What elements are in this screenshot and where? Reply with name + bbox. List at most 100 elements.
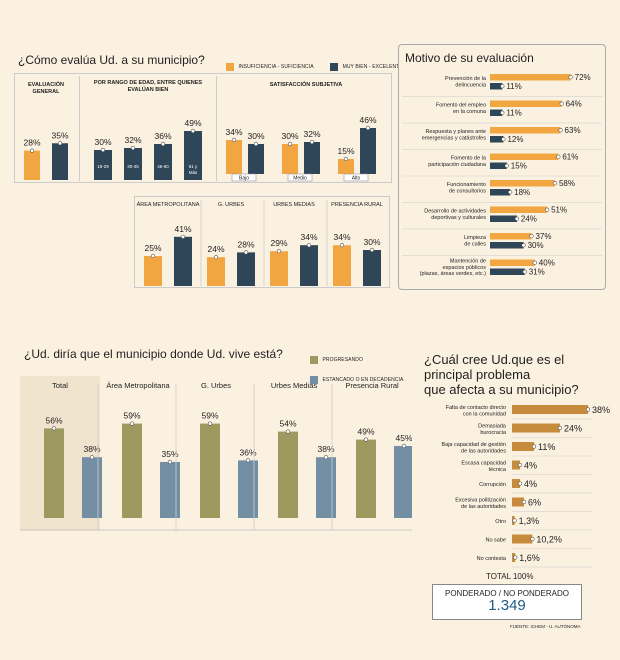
motivo-marker: [529, 234, 534, 239]
prob-val: 4%: [524, 479, 537, 489]
prob-marker: [530, 536, 535, 542]
general-muy-marker: [57, 141, 63, 146]
panel-title-text: EVALUACIÓN GENERAL: [28, 82, 64, 95]
motivo-bar-insuf: [490, 100, 562, 107]
mun-prog-1-label: 59%: [123, 411, 140, 421]
motivo-marker: [501, 137, 506, 142]
prob-label: Baja capacidad de gestión: [441, 442, 506, 448]
zona-insuf-1-marker: [213, 255, 219, 260]
mun-prog-2-bar: [200, 423, 220, 518]
prob-val: 24%: [564, 424, 582, 434]
motivo-bar-muy: [490, 136, 504, 143]
mun-estanc-4-marker: [401, 443, 407, 449]
mun-category: G. Urbes: [201, 381, 231, 390]
zone-title: PRESENCIA RURAL: [331, 202, 383, 208]
prob-marker: [512, 518, 517, 523]
motivo-label: de consultorios: [449, 188, 486, 194]
motivo-val-muy: 18%: [514, 188, 530, 197]
motivo-bar-muy: [490, 215, 517, 222]
satisf-muy-1-marker: [309, 139, 315, 145]
prob-label: técnica: [489, 467, 507, 473]
mun-estanc-3-marker: [323, 455, 329, 460]
motivo-bar-muy: [490, 268, 525, 275]
zona-muy-0-bar: [174, 236, 192, 286]
zone-title: ÁREA METROPOLITANA: [137, 201, 200, 208]
satisf-muy-2-marker: [365, 125, 371, 131]
divider: [216, 76, 217, 181]
edad-1-label: 32%: [124, 135, 141, 145]
motivo-label: deportivas y culturales: [431, 215, 486, 221]
motivo-val-insuf: 37%: [535, 232, 551, 241]
chart-satisf: 34% 30% Bajo 30% 32% Medio 15% 46% Alto: [225, 115, 376, 182]
zona-muy-2-label: 34%: [300, 232, 317, 242]
prob-bar: [512, 423, 560, 433]
legend-label-estanc: ESTANCADO O EN DECADENCIA: [322, 376, 404, 383]
panel-title-general: EVALUACIÓN GENERAL: [18, 82, 74, 96]
prob-marker: [557, 425, 563, 431]
mun-prog-1-marker: [129, 421, 135, 426]
zona-muy-1-marker: [243, 250, 249, 255]
edad-3-bar: [184, 131, 202, 180]
general-insuf-label: 28%: [23, 138, 40, 148]
motivo-marker: [556, 154, 561, 159]
ponderado-box: PONDERADO / NO PONDERADO 1.349: [432, 584, 582, 620]
section2-legend: PROGRESANDO ESTANCADO O EN DECADENCIA: [310, 351, 403, 389]
zona-insuf-1-bar: [207, 257, 225, 286]
motivo-label: Mantención de: [450, 259, 486, 265]
prob-label: Falta de contacto directo: [446, 405, 506, 411]
motivo-val-muy: 12%: [507, 135, 523, 144]
satisf-tick-box: [287, 173, 313, 182]
edad-2-marker: [160, 141, 166, 147]
mun-estanc-0-label: 38%: [83, 444, 100, 454]
edad-0-bar: [94, 150, 112, 180]
prob-bar: [512, 442, 534, 451]
motivo-val-muy: 15%: [511, 162, 527, 171]
satisf-insuf-0-label: 34%: [225, 127, 242, 137]
satisf-muy-0-label: 30%: [247, 131, 264, 141]
motivo-bar-insuf: [490, 233, 532, 240]
edad-1-marker: [130, 145, 136, 151]
edad-1-bar: [124, 148, 142, 180]
zona-muy-0-label: 41%: [174, 224, 191, 234]
motivo-label: Desarrollo de actividades: [424, 209, 486, 215]
prob-label: de las autoridades: [461, 504, 506, 510]
section3-title-line2: principal problema: [424, 367, 531, 382]
mun-prog-4-bar: [356, 439, 376, 518]
prob-val: 6%: [528, 498, 541, 508]
mun-prog-4-marker: [363, 437, 369, 442]
satisf-muy-2-label: 46%: [359, 115, 376, 125]
zona-insuf-0-bar: [144, 256, 162, 286]
mun-prog-0-marker: [51, 426, 57, 431]
mun-prog-0-bar: [44, 428, 64, 518]
satisf-insuf-2-bar: [338, 159, 354, 174]
motivo-marker: [568, 75, 573, 80]
prob-bar: [512, 534, 533, 544]
prob-bar: [512, 479, 520, 488]
motivo-marker: [500, 110, 505, 115]
zona-insuf-3-label: 34%: [333, 232, 350, 242]
prob-marker: [517, 462, 523, 468]
section3-title-line3: que afecta a su municipio?: [424, 382, 579, 397]
legend-label-prog: PROGRESANDO: [322, 356, 364, 363]
motivo-bar-muy: [490, 189, 511, 196]
satisf-muy-2-bar: [360, 128, 376, 174]
mun-category: Urbes Medias: [271, 381, 318, 390]
satisf-insuf-2-label: 15%: [337, 146, 354, 156]
mun-estanc-4-label: 45%: [395, 433, 412, 443]
motivo-val-insuf: 61%: [562, 153, 578, 162]
panel-title-line2: EVALÚAN BIEN: [127, 87, 169, 93]
prob-bar: [512, 460, 520, 470]
prob-label: con la comunidad: [463, 412, 506, 418]
satisf-insuf-2-marker: [343, 156, 349, 162]
motivo-bar-insuf: [490, 180, 555, 187]
satisf-insuf-0-bar: [226, 140, 242, 174]
age-tick: 18-29: [97, 164, 109, 169]
motivo-val-muy: 30%: [528, 241, 544, 250]
section1-title: ¿Cómo evalúa Ud. a su municipio?: [18, 53, 205, 67]
motivo-label: Fomento de la: [451, 156, 487, 162]
legend-swatch-muy: [330, 62, 339, 71]
chart-zona: ÁREA METROPOLITANA 25% 41% G. URBES 24% 28% UR…: [137, 200, 383, 286]
motivo-marker: [532, 260, 537, 265]
satisf-tick-box: [343, 173, 369, 182]
panel-title-edad: POR RANGO DE EDAD, ENTRE QUIENES EVALÚAN…: [82, 80, 214, 94]
